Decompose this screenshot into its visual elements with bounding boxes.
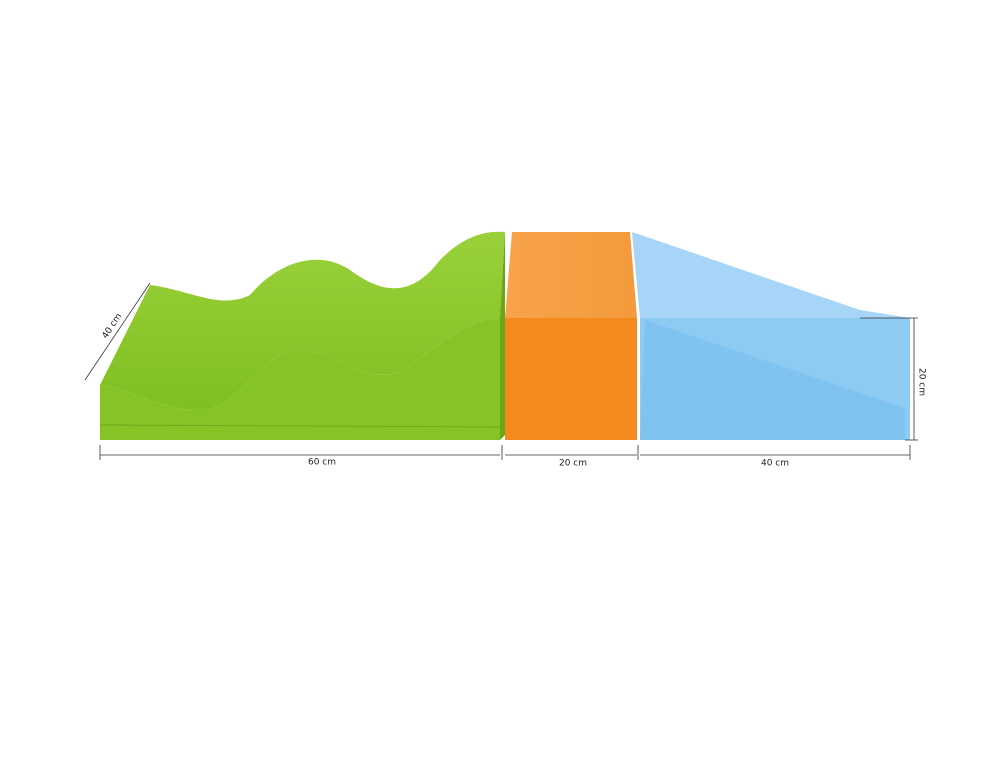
orange-width-label: 20 cm (559, 459, 587, 469)
green-width-label: 60 cm (308, 458, 336, 468)
dimension-lines (84, 282, 918, 460)
height-label: 20 cm (917, 368, 927, 396)
green-side (500, 232, 505, 440)
green-front (100, 318, 500, 440)
orange-top (505, 232, 637, 318)
green-top (100, 231, 505, 410)
blue-width-label: 40 cm (761, 459, 789, 469)
orange-front (505, 318, 637, 440)
green-seam (99, 424, 501, 428)
blue-wedge (640, 320, 905, 440)
blue-top (632, 232, 910, 318)
orange-block (505, 232, 637, 440)
depth-line (84, 282, 151, 381)
green-wave-block (99, 231, 505, 440)
blue-ramp (632, 232, 910, 440)
